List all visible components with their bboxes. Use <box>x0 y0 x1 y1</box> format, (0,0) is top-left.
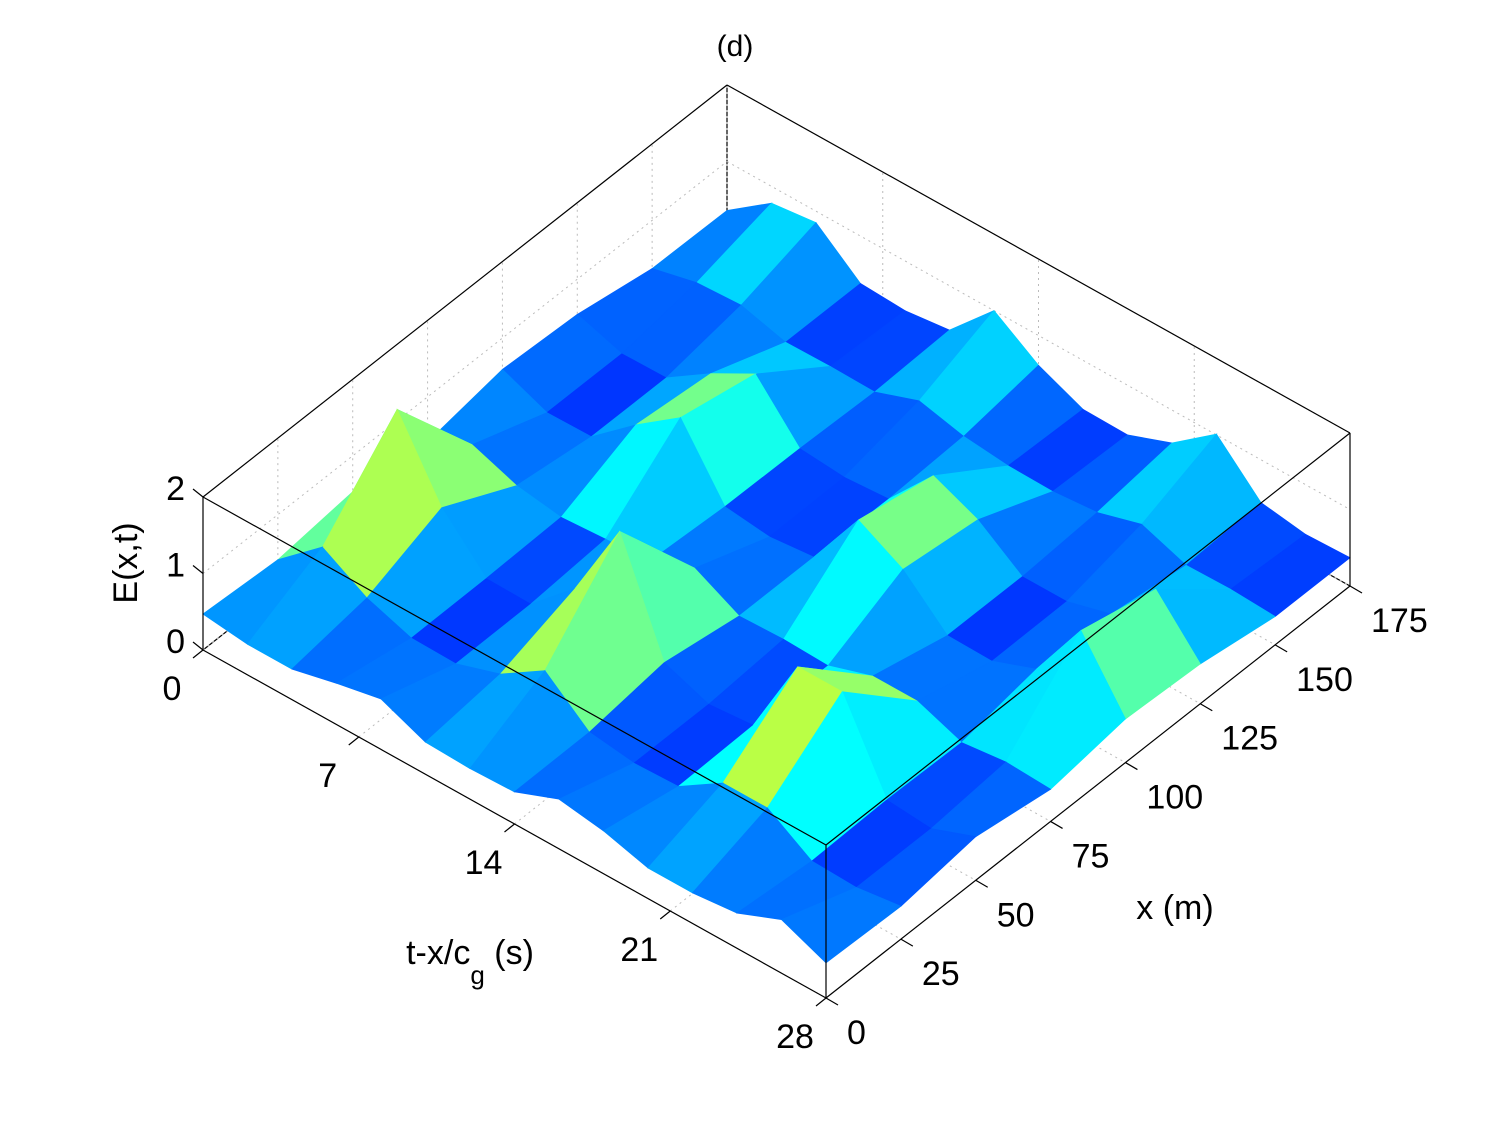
t-tick <box>192 649 204 659</box>
z-axis-label: E(x,t) <box>107 522 145 603</box>
x-tick <box>1199 703 1213 712</box>
t-tick <box>659 910 671 920</box>
box-edge <box>726 84 1351 434</box>
t-tick <box>815 997 827 1007</box>
x-tick-label: 0 <box>847 1014 866 1052</box>
x-tick-label: 25 <box>922 955 960 993</box>
t-label-part: t-x/c <box>406 934 470 972</box>
t-tick-label: 0 <box>163 670 182 708</box>
t-tick <box>504 823 515 833</box>
t-tick-label: 14 <box>465 844 503 882</box>
x-tick-label: 75 <box>1072 837 1110 875</box>
box-edge <box>202 496 827 846</box>
grid-line <box>726 161 1351 510</box>
z-tick-label: 2 <box>166 470 185 508</box>
t-tick-label: 21 <box>620 931 658 969</box>
z-tick-label: 0 <box>166 623 185 661</box>
box-edge <box>202 84 728 498</box>
t-label-sub: g <box>470 960 484 990</box>
z-tick <box>192 488 204 498</box>
t-tick <box>348 736 360 746</box>
x-tick-label: 125 <box>1221 720 1278 758</box>
x-tick <box>825 997 839 1006</box>
t-axis-label: t-x/cg (s) <box>406 934 534 990</box>
x-tick-label: 175 <box>1371 602 1428 640</box>
x-tick-label: 150 <box>1296 661 1353 699</box>
surface <box>202 202 1351 964</box>
x-tick <box>1349 585 1363 594</box>
t-tick-label: 28 <box>776 1018 814 1056</box>
chart-title: (d) <box>717 30 754 63</box>
z-tick <box>192 641 204 651</box>
box-edge <box>825 585 1351 999</box>
z-tick <box>192 565 204 574</box>
x-tick-label: 50 <box>997 896 1035 934</box>
z-tick-label: 1 <box>166 546 185 584</box>
x-tick <box>1050 820 1063 829</box>
x-tick <box>900 938 914 947</box>
x-axis-label: x (m) <box>1136 889 1213 927</box>
box-edge <box>825 432 1351 846</box>
x-tick <box>1125 762 1138 771</box>
x-tick <box>975 879 989 888</box>
x-tick <box>1274 644 1288 653</box>
t-tick-label: 7 <box>318 757 337 795</box>
surface-cell <box>780 887 902 964</box>
x-tick-label: 100 <box>1146 779 1203 817</box>
t-label-part: (s) <box>485 934 534 972</box>
